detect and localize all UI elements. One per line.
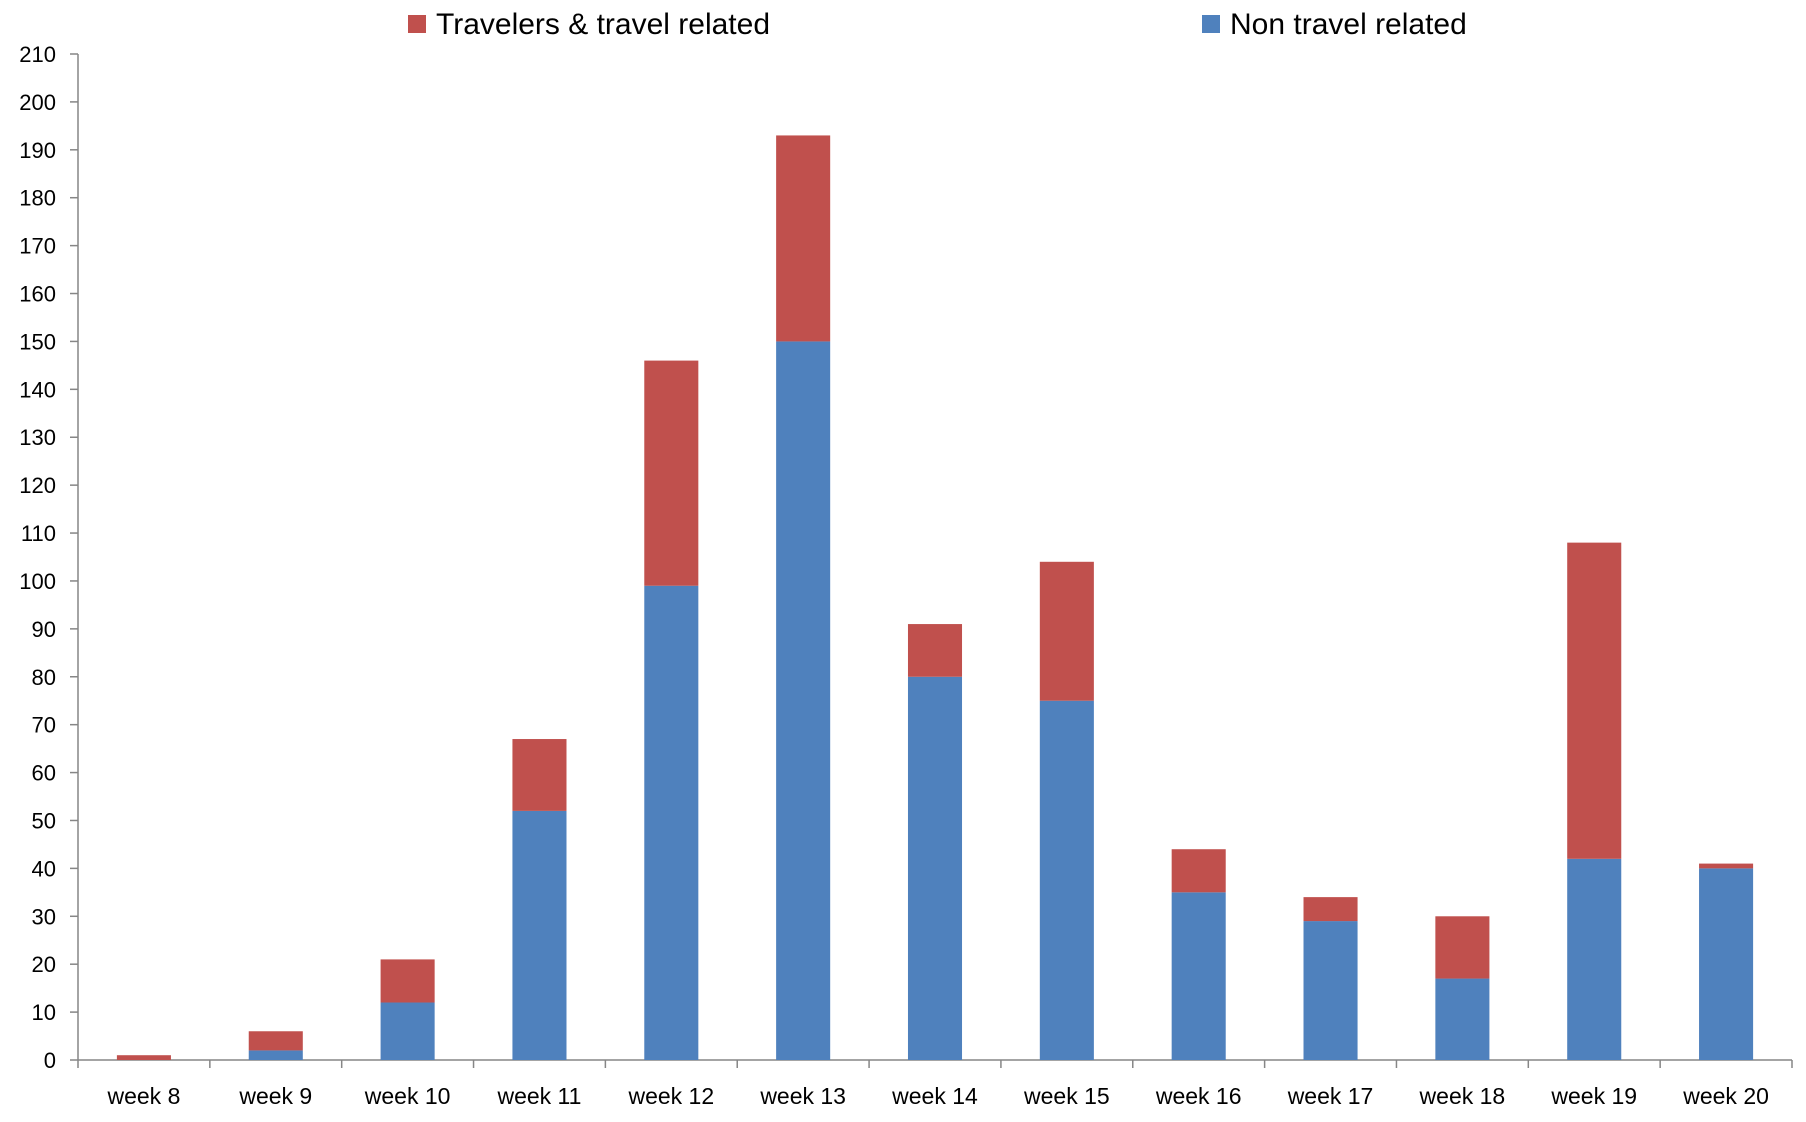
bar-segment-travel <box>1699 863 1754 869</box>
y-tick-label: 0 <box>44 1048 56 1073</box>
y-tick-label: 10 <box>32 1000 56 1025</box>
y-tick-label: 170 <box>19 234 56 259</box>
y-tick-labels: 0 10 20 30 40 50 60 70 80 90 100 110 120 130 140 150 160… <box>19 42 56 1073</box>
bar-segment-non-travel <box>380 1002 435 1060</box>
y-tick-label: 90 <box>32 617 56 642</box>
x-tick-label: week 10 <box>364 1083 451 1109</box>
bar-segment-travel <box>1039 561 1094 701</box>
y-tick-label: 190 <box>19 138 56 163</box>
y-tick-label: 160 <box>19 282 56 307</box>
bar-segment-travel <box>776 135 831 342</box>
y-tick-label: 40 <box>32 856 56 881</box>
bar-segment-non-travel <box>1171 892 1226 1060</box>
bar-segment-non-travel <box>512 810 567 1060</box>
y-tick-label: 60 <box>32 761 56 786</box>
x-tick-label: week 17 <box>1287 1083 1374 1109</box>
legend-swatch <box>1202 15 1220 33</box>
y-tick-label: 110 <box>21 521 56 546</box>
x-tick-label: week 11 <box>496 1083 581 1109</box>
bar-segment-non-travel <box>1435 978 1490 1060</box>
legend-swatch <box>408 15 426 33</box>
y-tick-label: 210 <box>19 42 56 67</box>
bar-segment-non-travel <box>1039 700 1094 1060</box>
y-tick-label: 50 <box>32 808 56 833</box>
x-tick-label: week 13 <box>759 1083 846 1109</box>
x-tick-label: week 8 <box>106 1083 180 1109</box>
x-tick-label: week 14 <box>891 1083 978 1109</box>
x-tick-label: week 19 <box>1550 1083 1637 1109</box>
x-tick-labels: week 8 week 9 week 10 week 11 week 12 week 13… <box>106 1083 1768 1109</box>
bar-segment-travel <box>1435 916 1490 979</box>
y-tick-label: 130 <box>19 425 56 450</box>
bar-segment-travel <box>248 1031 303 1051</box>
x-tick-label: week 15 <box>1023 1083 1110 1109</box>
bar-segment-travel <box>1303 897 1358 922</box>
y-tick-label: 30 <box>32 904 56 929</box>
bar-segment-non-travel <box>1303 921 1358 1060</box>
y-tick-label: 20 <box>32 952 56 977</box>
bar-segment-travel <box>644 360 699 586</box>
y-tick-label: 180 <box>19 186 56 211</box>
y-tick-label: 150 <box>19 329 56 354</box>
bars <box>116 135 1754 1060</box>
x-tick-label: week 18 <box>1419 1083 1506 1109</box>
bar-segment-travel <box>1171 849 1226 893</box>
legend: Travelers & travel related Non travel rel… <box>408 8 1467 41</box>
bar-segment-travel <box>1567 542 1622 859</box>
bar-segment-non-travel <box>1699 868 1754 1060</box>
bar-segment-non-travel <box>907 676 963 1060</box>
x-tick-label: week 12 <box>627 1083 714 1109</box>
y-tick-label: 100 <box>19 569 56 594</box>
y-tick-label: 200 <box>19 90 56 115</box>
bar-segment-travel <box>116 1055 171 1060</box>
legend-label: Non travel related <box>1230 8 1467 41</box>
y-tick-label: 140 <box>19 377 56 402</box>
bar-segment-travel <box>907 624 963 677</box>
bar-segment-travel <box>380 959 435 1003</box>
bar-segment-travel <box>512 739 567 811</box>
bar-segment-non-travel <box>776 341 831 1060</box>
bar-segment-non-travel <box>644 585 699 1060</box>
x-tick-label: week 16 <box>1155 1083 1242 1109</box>
bar-segment-non-travel <box>1567 858 1622 1060</box>
bar-segment-non-travel <box>248 1050 303 1060</box>
x-tick-label: week 20 <box>1682 1083 1769 1109</box>
x-tick-label: week 9 <box>238 1083 312 1109</box>
legend-label: Travelers & travel related <box>436 8 770 41</box>
y-tick-label: 120 <box>19 473 56 498</box>
y-tick-label: 80 <box>32 665 56 690</box>
y-tick-label: 70 <box>32 713 56 738</box>
